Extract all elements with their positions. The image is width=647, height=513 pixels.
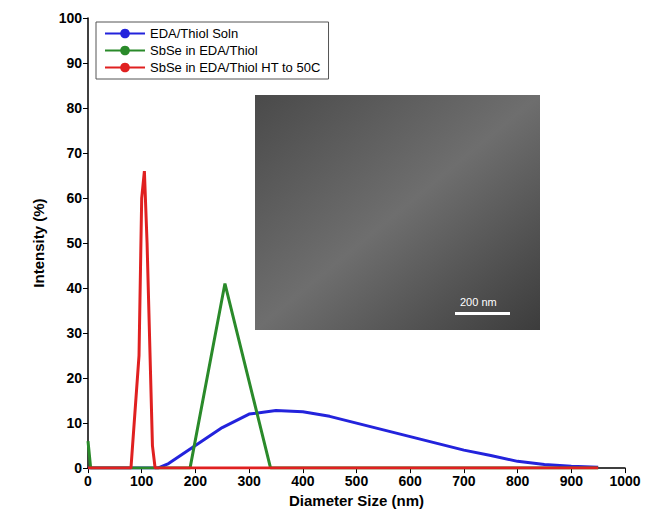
svg-text:SbSe in EDA/Thiol: SbSe in EDA/Thiol xyxy=(150,43,258,58)
svg-text:100: 100 xyxy=(59,10,83,26)
svg-text:200: 200 xyxy=(184,473,208,489)
svg-text:0: 0 xyxy=(74,460,82,476)
svg-text:SbSe in EDA/Thiol HT to 50C: SbSe in EDA/Thiol HT to 50C xyxy=(150,60,320,75)
svg-text:700: 700 xyxy=(452,473,476,489)
svg-text:Intensity (%): Intensity (%) xyxy=(30,198,47,287)
svg-text:70: 70 xyxy=(66,145,82,161)
svg-text:Diameter Size (nm): Diameter Size (nm) xyxy=(289,492,424,509)
svg-text:90: 90 xyxy=(66,55,82,71)
svg-text:1000: 1000 xyxy=(609,473,640,489)
svg-text:50: 50 xyxy=(66,235,82,251)
svg-text:EDA/Thiol Soln: EDA/Thiol Soln xyxy=(150,26,238,41)
svg-text:400: 400 xyxy=(291,473,315,489)
svg-text:500: 500 xyxy=(345,473,369,489)
svg-text:60: 60 xyxy=(66,190,82,206)
svg-text:20: 20 xyxy=(66,370,82,386)
svg-text:100: 100 xyxy=(130,473,154,489)
svg-text:80: 80 xyxy=(66,100,82,116)
svg-text:900: 900 xyxy=(560,473,584,489)
svg-text:40: 40 xyxy=(66,280,82,296)
svg-text:10: 10 xyxy=(66,415,82,431)
svg-text:200 nm: 200 nm xyxy=(460,296,497,308)
svg-text:0: 0 xyxy=(84,473,92,489)
svg-text:600: 600 xyxy=(399,473,423,489)
svg-text:300: 300 xyxy=(237,473,261,489)
svg-text:800: 800 xyxy=(506,473,530,489)
svg-text:30: 30 xyxy=(66,325,82,341)
